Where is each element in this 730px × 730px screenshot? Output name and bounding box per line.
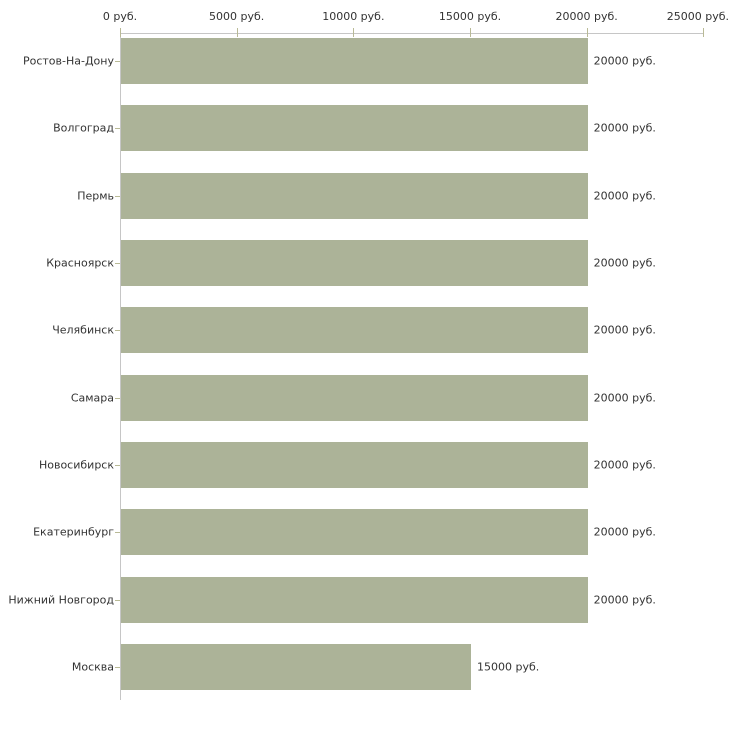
category-label: Пермь: [77, 189, 114, 203]
y-tick-mark: [115, 532, 120, 534]
x-tick-label: 25000 руб.: [666, 10, 729, 23]
bar: [121, 172, 588, 219]
y-tick-mark: [115, 262, 120, 264]
y-axis-line: [120, 33, 121, 700]
x-tick-label: 15000 руб.: [438, 10, 502, 23]
y-tick-mark: [115, 464, 120, 466]
category-label: Новосибирск: [38, 458, 114, 472]
value-label: 15000 руб.: [476, 660, 540, 674]
x-tick-label: 10000 руб.: [322, 10, 385, 23]
bar: [121, 374, 588, 421]
bar: [121, 576, 588, 623]
bar: [121, 38, 588, 84]
value-label: 20000 руб.: [593, 189, 656, 203]
value-label: 20000 руб.: [593, 256, 656, 270]
value-label: 20000 руб.: [593, 458, 656, 472]
value-label: 20000 руб.: [593, 121, 656, 135]
x-tick-label: 5000 руб.: [209, 10, 265, 23]
category-label: Ростов-На-Дону: [22, 54, 114, 68]
y-tick-mark: [115, 195, 120, 197]
value-label: 20000 руб.: [593, 525, 656, 539]
value-label: 20000 руб.: [593, 54, 656, 68]
y-tick-mark: [115, 330, 120, 332]
value-label: 20000 руб.: [593, 593, 656, 607]
y-tick-mark: [115, 397, 120, 399]
value-label: 20000 руб.: [593, 391, 656, 405]
bar: [121, 105, 588, 152]
y-tick-mark: [115, 599, 120, 601]
category-label: Волгоград: [53, 121, 114, 135]
y-tick-mark: [115, 61, 120, 62]
value-label: 20000 руб.: [593, 323, 656, 337]
y-tick-mark: [115, 666, 120, 668]
x-tick-mark: [120, 28, 121, 37]
x-axis-line: [120, 33, 705, 34]
bar: [121, 239, 588, 286]
y-tick-mark: [115, 128, 120, 130]
bar: [121, 509, 588, 556]
category-label: Москва: [71, 660, 114, 674]
x-tick-mark: [586, 28, 588, 37]
category-label: Самара: [70, 391, 114, 405]
bar: [121, 643, 471, 690]
x-tick-label: 0 руб.: [102, 10, 138, 23]
bar: [121, 441, 588, 488]
x-tick-mark: [353, 28, 355, 37]
category-label: Екатеринбург: [33, 525, 114, 539]
x-tick-label: 20000 руб.: [555, 10, 618, 23]
x-tick-mark: [703, 28, 705, 37]
x-tick-mark: [236, 28, 238, 37]
category-label: Красноярск: [46, 256, 114, 270]
category-label: Нижний Новгород: [8, 593, 114, 607]
bar: [121, 307, 588, 354]
x-tick-mark: [469, 28, 471, 37]
category-label: Челябинск: [52, 323, 114, 337]
